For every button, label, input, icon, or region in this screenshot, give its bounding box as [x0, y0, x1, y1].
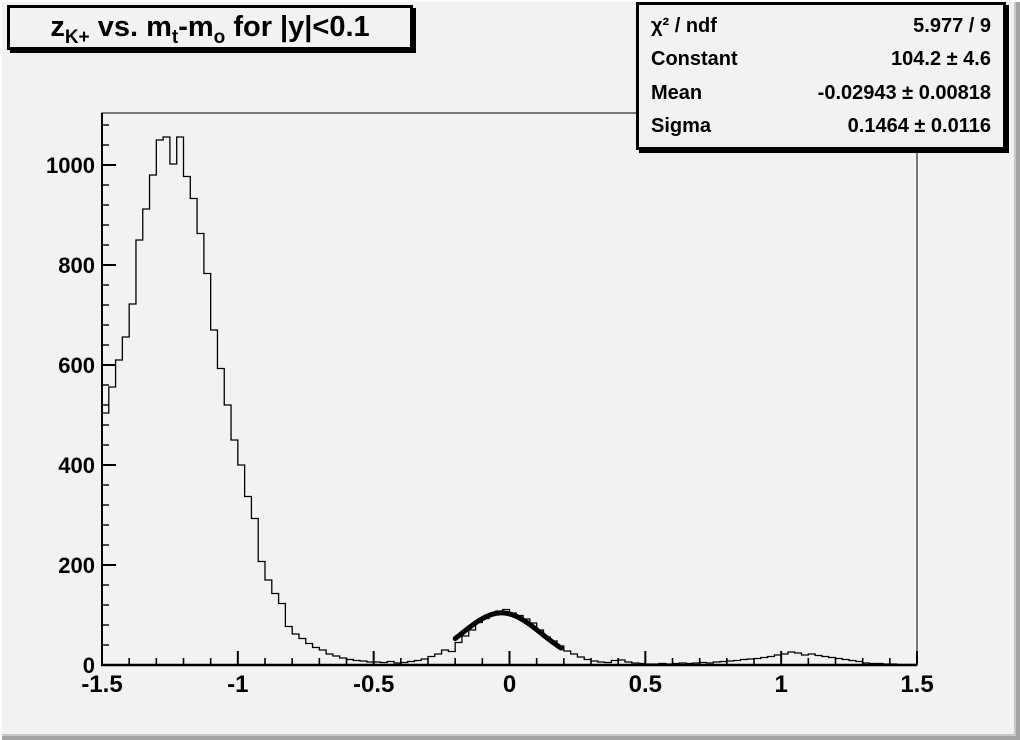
svg-text:1000: 1000 [46, 153, 95, 178]
stat-label: Mean [651, 81, 703, 104]
stat-label: Constant [651, 48, 738, 71]
title-text: zK+ vs. mt-mo for |y|<0.1 [50, 11, 370, 48]
stat-row-constant: Constant 104.2 ± 4.6 [639, 44, 1003, 74]
stat-row-mean: Mean -0.02943 ± 0.00818 [639, 78, 1003, 108]
svg-text:200: 200 [58, 553, 95, 578]
histogram-line [101, 136, 918, 666]
fit-stats-box: χ² / ndf 5.977 / 9 Constant 104.2 ± 4.6 … [636, 2, 1006, 150]
stat-label: Sigma [651, 115, 712, 138]
title-box: zK+ vs. mt-mo for |y|<0.1 [7, 5, 413, 50]
svg-text:600: 600 [58, 353, 95, 378]
svg-text:0.5: 0.5 [629, 671, 662, 698]
svg-text:0: 0 [83, 653, 95, 678]
stat-value: 5.977 / 9 [913, 14, 991, 37]
svg-text:-0.5: -0.5 [353, 671, 394, 698]
stat-value: 0.1464 ± 0.0116 [847, 115, 991, 138]
svg-text:-1.5: -1.5 [81, 671, 122, 698]
svg-text:1: 1 [774, 671, 787, 698]
svg-text:1.5: 1.5 [900, 671, 933, 698]
svg-text:0: 0 [503, 671, 516, 698]
svg-text:-1: -1 [227, 671, 248, 698]
y-axis-labels: 0 200 400 600 800 1000 [46, 153, 95, 678]
x-axis-ticks [101, 651, 918, 665]
stat-value: -0.02943 ± 0.00818 [817, 81, 991, 104]
svg-text:800: 800 [58, 253, 95, 278]
x-axis-labels: -1.5 -1 -0.5 0 0.5 1 1.5 [81, 671, 933, 698]
svg-text:400: 400 [58, 453, 95, 478]
gaussian-fit-curve [452, 610, 564, 651]
stat-value: 104.2 ± 4.6 [891, 48, 991, 71]
stat-row-chi2: χ² / ndf 5.977 / 9 [639, 11, 1003, 41]
stat-row-sigma: Sigma 0.1464 ± 0.0116 [639, 111, 1003, 141]
stat-label: χ² / ndf [651, 14, 717, 37]
y-axis-ticks [102, 124, 116, 666]
